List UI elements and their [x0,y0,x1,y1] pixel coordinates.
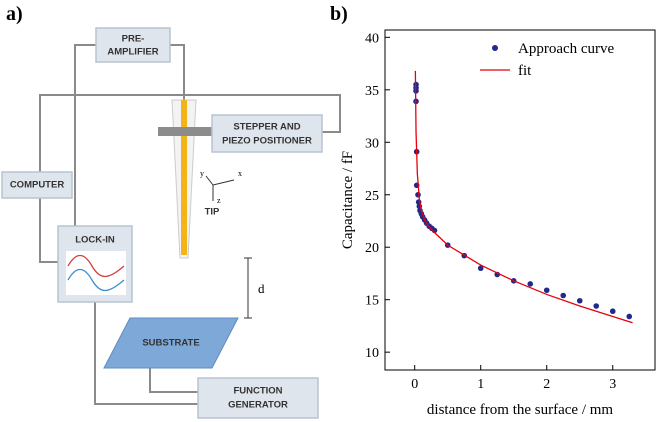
data-point [477,265,484,272]
distance-bracket [244,257,252,319]
x-axis-label: distance from the surface / mm [427,402,614,418]
axis-name: x [238,169,242,178]
x-tick-label: 3 [609,377,616,392]
label: AMPLIFIER [107,47,158,58]
label: d [258,281,265,296]
wire [39,94,341,172]
y-tick-label: 10 [365,346,379,361]
label: FUNCTION [233,386,282,397]
wave [67,268,125,292]
diagram: a) PRE- AMPLIFIER STEPPER AND PIEZO POSI… [1,3,341,419]
wire [74,44,96,226]
data-point [415,191,421,198]
y-tick-label: 15 [365,294,379,309]
wire [39,198,58,263]
data-point [609,308,616,315]
panel-label: b) [330,3,348,25]
data-point [593,303,600,309]
y-tick-label: 40 [365,31,379,46]
label: PRE- [122,34,145,45]
axes [205,175,235,201]
computer-box [1,171,73,199]
y-tick-label: 25 [365,189,379,204]
wire [170,44,185,100]
x-tick-label: 2 [543,377,550,392]
axis-name: y [200,169,204,178]
preamp-box [95,27,171,63]
label: TIP [205,207,220,218]
wire [94,302,198,405]
data-point [527,281,534,287]
legend-label: fit [518,63,532,79]
y-tick-label: 35 [365,84,379,99]
legend-marker [492,45,498,51]
wave [67,254,125,278]
data-point [576,297,583,304]
label: PIEZO POSITIONER [222,136,312,147]
y-axis-label: Capacitance / fF [340,151,356,249]
legend-label: Approach curve [518,41,615,57]
label: GENERATOR [228,400,288,411]
wire [149,368,198,393]
data-point [626,313,633,320]
positioner-box [211,114,323,153]
x-tick-label: 0 [411,377,418,392]
tip [181,100,187,255]
label: STEPPER AND [233,122,300,133]
axis-name: z [217,196,221,205]
fit-line [414,70,633,324]
plot-frame [384,29,656,371]
data-point [543,287,550,294]
generator-box [197,377,319,419]
label: SUBSTRATE [142,338,199,349]
screen [66,251,126,295]
y-tick-label: 20 [365,241,379,256]
substrate [103,317,239,369]
chart: 0 1 2 3 10 15 20 25 30 35 40 distance from the surf… [340,29,656,418]
x-tick-label: 1 [477,377,484,392]
label: COMPUTER [10,180,65,191]
y-tick-label: 30 [365,136,379,151]
panel-label: a) [6,3,23,25]
label: LOCK-IN [75,235,115,246]
data-point [560,292,567,299]
holder [158,127,214,136]
